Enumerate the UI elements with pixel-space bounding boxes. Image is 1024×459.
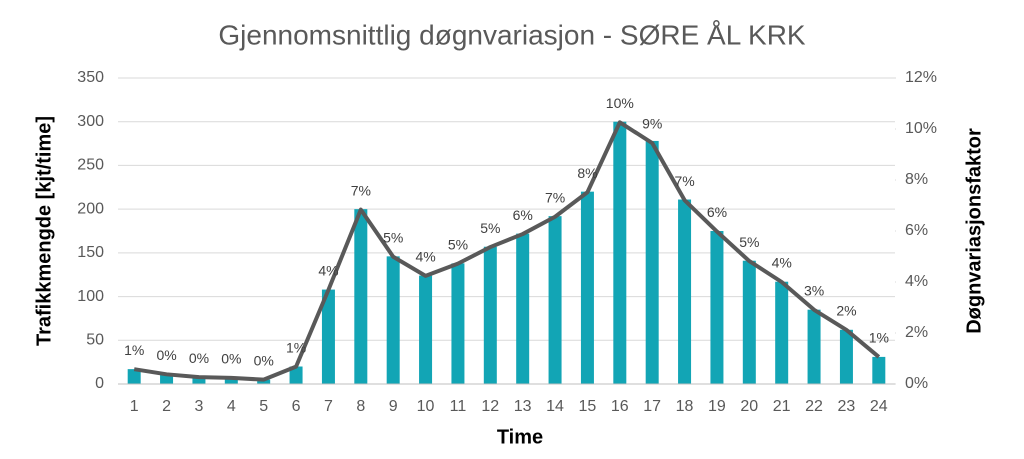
x-tick-label: 18	[676, 398, 694, 415]
x-tick-label: 3	[194, 398, 203, 415]
y-tick-label: 200	[77, 200, 104, 217]
data-label: 10%	[606, 95, 634, 111]
bar	[419, 275, 433, 384]
x-tick-label: 4	[227, 398, 236, 415]
x-tick-label: 5	[259, 398, 268, 415]
data-label: 7%	[545, 189, 565, 205]
data-label: 5%	[739, 234, 759, 250]
y2-tick-label: 2%	[905, 324, 928, 341]
data-label: 5%	[480, 220, 500, 236]
x-tick-label: 6	[292, 398, 301, 415]
bar	[321, 289, 335, 384]
data-label: 1%	[869, 330, 889, 346]
y2-tick-label: 4%	[905, 273, 928, 290]
data-label: 6%	[513, 207, 533, 223]
y2-tick-label: 12%	[905, 69, 937, 86]
y-tick-label: 250	[77, 157, 104, 174]
x-tick-label: 9	[389, 398, 398, 415]
x-tick-label: 19	[708, 398, 726, 415]
bar	[192, 377, 206, 384]
data-label: 1%	[286, 339, 306, 355]
y2-tick-label: 6%	[905, 222, 928, 239]
x-axis-title: Time	[497, 426, 543, 448]
bar	[224, 377, 238, 384]
x-tick-label: 17	[643, 398, 661, 415]
data-label: 4%	[318, 263, 338, 279]
y2-tick-label: 0%	[905, 375, 928, 392]
x-tick-label: 15	[579, 398, 597, 415]
y-tick-label: 350	[77, 69, 104, 86]
data-label: 4%	[415, 249, 435, 265]
x-tick-label: 23	[838, 398, 856, 415]
bar	[872, 356, 886, 384]
y-tick-label: 300	[77, 113, 104, 130]
data-label: 1%	[124, 342, 144, 358]
data-label: 9%	[642, 116, 662, 132]
x-tick-label: 7	[324, 398, 333, 415]
chart-title: Gjennomsnittlig døgnvariasjon - SØRE ÅL …	[218, 19, 806, 50]
bar	[160, 374, 174, 384]
data-label: 6%	[707, 204, 727, 220]
y-tick-label: 50	[86, 332, 104, 349]
x-tick-label: 10	[417, 398, 435, 415]
bar	[483, 246, 497, 384]
data-label: 8%	[577, 165, 597, 181]
bar	[354, 209, 368, 384]
bar	[516, 233, 530, 384]
y-axis-title: Trafikkmengde [kjt/time]	[33, 116, 55, 346]
bar	[678, 199, 692, 384]
data-label: 0%	[156, 347, 176, 363]
data-label: 3%	[804, 282, 824, 298]
bar	[289, 366, 303, 384]
x-tick-label: 14	[546, 398, 564, 415]
x-tick-label: 16	[611, 398, 629, 415]
bar	[839, 329, 853, 384]
x-tick-label: 12	[481, 398, 499, 415]
y-tick-label: 0	[95, 375, 104, 392]
bar	[775, 281, 789, 384]
bar	[451, 263, 465, 384]
y-tick-label: 100	[77, 288, 104, 305]
bar	[580, 191, 594, 384]
data-label: 5%	[448, 236, 468, 252]
data-label: 0%	[189, 350, 209, 366]
x-tick-label: 24	[870, 398, 888, 415]
y2-tick-label: 10%	[905, 120, 937, 137]
x-tick-label: 22	[805, 398, 823, 415]
bar	[386, 256, 400, 384]
data-label: 7%	[351, 182, 371, 198]
bar	[257, 379, 271, 384]
line	[133, 120, 881, 382]
x-tick-label: 20	[740, 398, 758, 415]
bar	[645, 140, 659, 384]
data-label: 5%	[383, 229, 403, 245]
x-tick-label: 21	[773, 398, 791, 415]
x-tick-label: 13	[514, 398, 532, 415]
bar	[710, 231, 724, 384]
data-label: 0%	[254, 352, 274, 368]
bar	[742, 260, 756, 384]
data-label: 4%	[772, 255, 792, 271]
bar	[127, 369, 141, 384]
x-tick-label: 11	[450, 398, 467, 415]
x-tick-label: 1	[130, 398, 139, 415]
y-tick-label: 150	[77, 244, 104, 261]
bar	[613, 121, 627, 384]
x-tick-label: 2	[162, 398, 171, 415]
data-label: 0%	[221, 351, 241, 367]
y2-tick-label: 8%	[905, 171, 928, 188]
y2-axis-title: Døgnvariasjonsfaktor	[963, 128, 985, 334]
data-label: 7%	[674, 173, 694, 189]
bar	[548, 216, 562, 384]
bar	[807, 309, 821, 384]
data-label: 2%	[836, 303, 856, 319]
x-tick-label: 8	[356, 398, 365, 415]
